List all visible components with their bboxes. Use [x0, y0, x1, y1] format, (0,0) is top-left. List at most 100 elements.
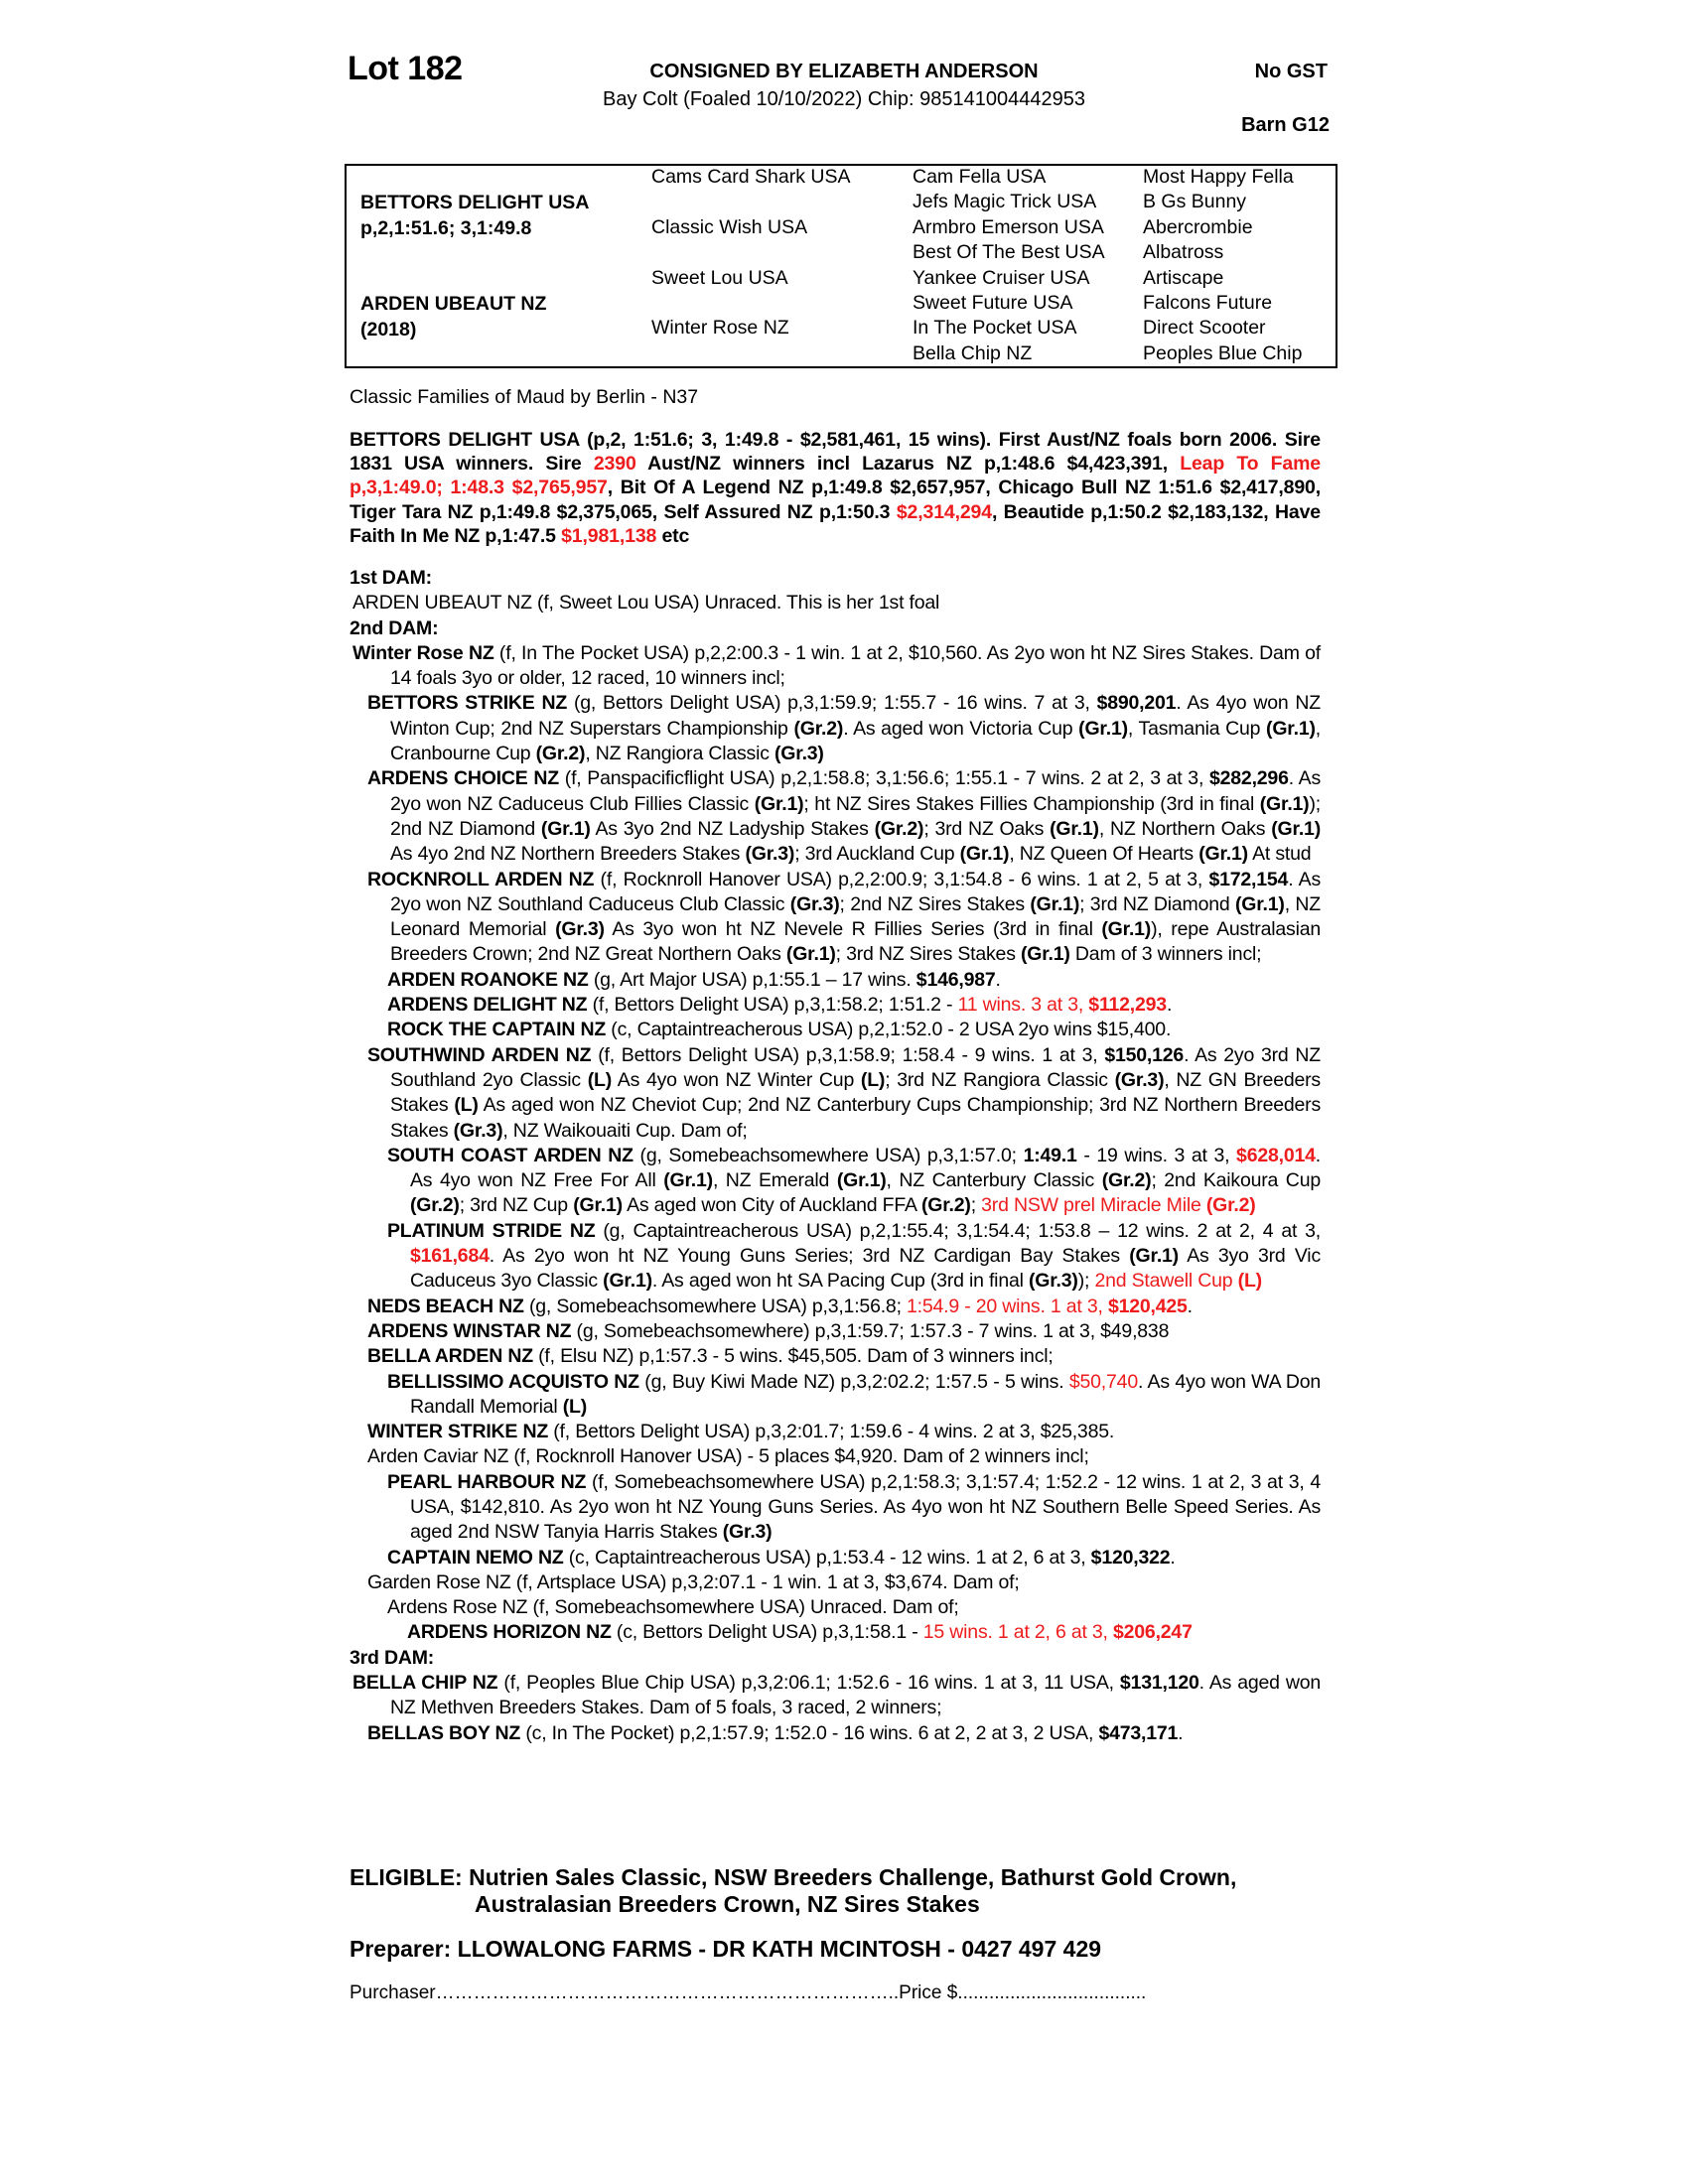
bold-text: 2nd DAM: — [350, 616, 439, 639]
pedigree-entry: BETTORS STRIKE NZ (g, Bettors Delight US… — [350, 691, 1321, 766]
highlighted-text: $120,425 — [1107, 1295, 1188, 1317]
bold-text: (Gr.1) — [959, 843, 1010, 866]
text-segment: As 3yo 3rd Vic Caduceus 3yo Classic — [410, 1245, 1321, 1293]
bold-text: (L) — [860, 1068, 886, 1091]
pedigree-great-great-grandparent: Albatross — [1143, 241, 1224, 264]
text-segment: . As aged won Victoria Cup — [843, 717, 1079, 740]
barn-location: Barn G12 — [1241, 114, 1330, 136]
dam-heading: 2nd DAM: — [350, 616, 1321, 641]
pedigree-sire-record: p,2,1:51.6; 3,1:49.8 — [360, 217, 532, 239]
text-segment: As aged won City of Auckland FFA — [622, 1194, 921, 1217]
pedigree-dam: ARDEN UBEAUT NZ — [360, 293, 547, 315]
text-segment: Garden Rose NZ (f, Artsplace USA) p,3,2:… — [367, 1570, 1020, 1593]
bold-text: ARDENS DELIGHT NZ — [387, 994, 588, 1017]
eligibility: ELIGIBLE: Nutrien Sales Classic, NSW Bre… — [350, 1864, 1236, 1918]
text-segment: As aged won NZ Cheviot Cup; 2nd NZ Cante… — [390, 1094, 1321, 1142]
pedigree-great-great-grandparent: Artiscape — [1143, 266, 1224, 289]
text-segment: , NZ Emerald — [712, 1169, 837, 1192]
text-segment: , NZ Waikouaiti Cup. Dam of; — [502, 1119, 748, 1142]
pedigree-dam-year: (2018) — [360, 319, 417, 341]
bold-text: (Gr.1) — [754, 792, 804, 815]
text-segment: . — [1178, 1721, 1184, 1744]
highlighted-text: $1,981,138 — [561, 524, 657, 547]
text-segment: (g, Bettors Delight USA) p,3,1:59.9; 1:5… — [567, 692, 1097, 715]
text-segment: As 3yo 2nd NZ Ladyship Stakes — [590, 817, 875, 840]
bold-text: $473,171 — [1098, 1721, 1179, 1744]
text-segment: , NZ Queen Of Hearts — [1009, 843, 1199, 866]
text-segment: As 4yo won NZ Winter Cup — [612, 1068, 861, 1091]
highlighted-text: 2390 — [593, 453, 636, 476]
text-segment: . As 2yo won NZ Southland Caduceus Club … — [390, 868, 1321, 915]
dam-heading: 1st DAM: — [350, 566, 1321, 591]
pedigree-entry: ARDENS WINSTAR NZ (g, Somebeachsomewhere… — [350, 1319, 1321, 1344]
text-segment: (g, Somebeachsomewhere USA) p,3,1:56.8; — [523, 1295, 908, 1317]
text-segment: , NZ GN Breeders Stakes — [390, 1068, 1321, 1117]
gst-status: No GST — [1254, 61, 1328, 82]
bold-text: 1st DAM: — [350, 567, 432, 589]
highlighted-text: 3rd NSW prel Miracle Mile — [981, 1194, 1206, 1217]
family-line: Classic Families of Maud by Berlin - N37 — [350, 386, 699, 408]
bold-text: etc — [656, 524, 690, 547]
bold-text: (Gr.1) — [1198, 843, 1248, 866]
bold-text: ARDENS HORIZON NZ — [407, 1621, 612, 1644]
highlighted-text: 11 wins. 3 at 3, — [957, 994, 1089, 1017]
pedigree-entry: ROCK THE CAPTAIN NZ (c, Captaintreachero… — [350, 1018, 1321, 1042]
bold-text: (L) — [562, 1395, 588, 1418]
text-segment: (c, In The Pocket) p,2,1:57.9; 1:52.0 - … — [520, 1721, 1099, 1744]
highlighted-text: $628,014 — [1236, 1144, 1316, 1166]
pedigree-great-grandparent: In The Pocket USA — [913, 317, 1077, 340]
text-segment: (c, Captaintreacherous USA) p,2,1:52.0 -… — [606, 1019, 1172, 1041]
bold-text: (Gr.1) — [1129, 1245, 1179, 1268]
text-segment: ; 3rd NZ Sires Stakes — [835, 943, 1021, 966]
pedigree-entry: BELLAS BOY NZ (c, In The Pocket) p,2,1:5… — [350, 1721, 1321, 1746]
bold-text: ARDENS CHOICE NZ — [367, 767, 559, 790]
text-segment: ); 2nd NZ Diamond — [390, 792, 1321, 840]
dam-heading: 3rd DAM: — [350, 1646, 1321, 1671]
pedigree-great-great-grandparent: Abercrombie — [1143, 215, 1253, 238]
text-segment: ; 3rd NZ Rangiora Classic — [885, 1068, 1115, 1091]
text-segment: ; 3rd NZ Cup — [459, 1194, 574, 1217]
text-segment: . — [1170, 1546, 1176, 1569]
text-segment: (c, Bettors Delight USA) p,3,1:58.1 - — [611, 1621, 923, 1644]
preparer: Preparer: LLOWALONG FARMS - DR KATH MCIN… — [350, 1936, 1102, 1962]
pedigree-grandparent: Sweet Lou USA — [651, 266, 788, 289]
pedigree-entry: PLATINUM STRIDE NZ (g, Captaintreacherou… — [350, 1219, 1321, 1295]
pedigree-grandparent: Classic Wish USA — [651, 215, 808, 238]
text-segment: (c, Captaintreacherous USA) p,1:53.4 - 1… — [563, 1546, 1091, 1569]
text-segment: ; 3rd NZ Oaks — [923, 817, 1051, 840]
text-segment: As 3yo won ht NZ Nevele R Fillies Series… — [604, 918, 1102, 941]
bold-text: BELLA ARDEN NZ — [367, 1345, 533, 1368]
text-segment: , Cranbourne Cup — [390, 717, 1321, 765]
highlighted-text: (L) — [1237, 1270, 1263, 1293]
bold-text: (Gr.1) — [1030, 892, 1080, 915]
text-segment: (f, Elsu NZ) p,1:57.3 - 5 wins. $45,505.… — [532, 1345, 1054, 1368]
text-segment: , NZ Canterbury Classic — [886, 1169, 1102, 1192]
bold-text: (L) — [454, 1094, 479, 1117]
bold-text: ROCK THE CAPTAIN NZ — [387, 1019, 607, 1041]
text-segment: Arden Caviar NZ (f, Rocknroll Hanover US… — [367, 1445, 1089, 1468]
eligibility-line-1: ELIGIBLE: Nutrien Sales Classic, NSW Bre… — [350, 1864, 1237, 1890]
bold-text: (Gr.3) — [774, 743, 824, 765]
bold-text: (Gr.1) — [540, 817, 591, 840]
text-segment: . As 2yo won ht NZ Young Guns Series; 3r… — [489, 1245, 1130, 1268]
pedigree-entry: WINTER STRIKE NZ (f, Bettors Delight USA… — [350, 1420, 1321, 1444]
pedigree-entry: BELLISSIMO ACQUISTO NZ (g, Buy Kiwi Made… — [350, 1370, 1321, 1421]
bold-text: (Gr.1) — [1101, 918, 1152, 941]
text-segment: (f, In The Pocket USA) p,2,2:00.3 - 1 wi… — [390, 641, 1321, 690]
pedigree-entry: ARDEN UBEAUT NZ (f, Sweet Lou USA) Unrac… — [350, 591, 1321, 615]
text-segment: . As aged won ht SA Pacing Cup (3rd in f… — [651, 1270, 1029, 1293]
text-segment: (g, Buy Kiwi Made NZ) p,3,2:02.2; 1:57.5… — [638, 1370, 1069, 1393]
highlighted-text: $161,684 — [410, 1245, 490, 1268]
bold-text: (Gr.1) — [1078, 717, 1128, 740]
bold-text: $150,126 — [1104, 1043, 1185, 1066]
bold-text: (Gr.3) — [722, 1521, 773, 1544]
text-segment: (f, Peoples Blue Chip USA) p,3,2:06.1; 1… — [497, 1672, 1120, 1695]
bold-text: (Gr.1) — [573, 1194, 623, 1217]
eligibility-line-2: Australasian Breeders Crown, NZ Sires St… — [475, 1891, 980, 1917]
bold-text: (Gr.2) — [793, 717, 844, 740]
highlighted-text: $206,247 — [1112, 1621, 1193, 1644]
text-segment: , NZ Northern Oaks — [1098, 817, 1272, 840]
bold-text: (Gr.3) — [1114, 1068, 1165, 1091]
pedigree-entry: ARDEN ROANOKE NZ (g, Art Major USA) p,1:… — [350, 968, 1321, 993]
bold-text: (Gr.1) — [1234, 892, 1285, 915]
